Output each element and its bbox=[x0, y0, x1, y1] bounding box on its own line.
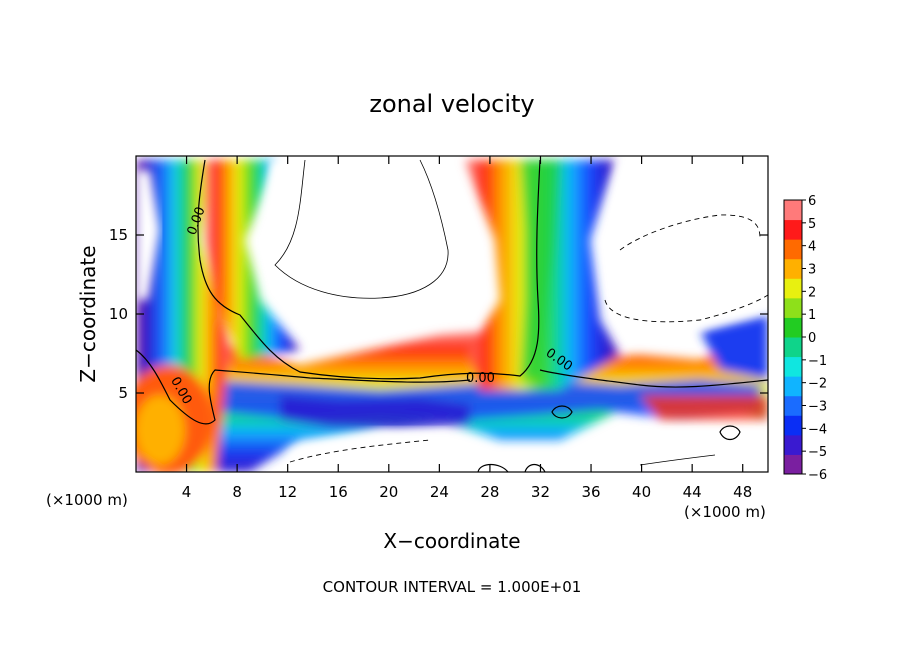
contour-interval-note: CONTOUR INTERVAL = 1.000E+01 bbox=[323, 578, 582, 596]
colorbar-swatch bbox=[784, 415, 802, 436]
x-tick-label: 16 bbox=[329, 483, 348, 501]
x-tick-label: 4 bbox=[182, 483, 192, 501]
colorbar-swatch bbox=[784, 278, 802, 299]
colorbar-label: 0 bbox=[808, 331, 816, 346]
colorbar-swatch bbox=[784, 297, 802, 318]
colorbar-swatch bbox=[784, 317, 802, 338]
x-tick-label: 48 bbox=[733, 483, 752, 501]
y-axis-label: Z−coordinate bbox=[76, 245, 100, 382]
x-tick-label: 44 bbox=[683, 483, 702, 501]
colorbar-label: −6 bbox=[808, 468, 827, 483]
colorbar-swatch bbox=[784, 258, 802, 279]
colorbar-label: 3 bbox=[808, 263, 816, 278]
x-tick-label: 32 bbox=[531, 483, 550, 501]
colorbar-label: 2 bbox=[808, 285, 816, 300]
colorbar-swatch bbox=[784, 337, 802, 358]
x-tick-label: 8 bbox=[232, 483, 242, 501]
x-unit-right: (×1000 m) bbox=[684, 503, 766, 521]
colorbar-label: 4 bbox=[808, 240, 816, 255]
colorbar-label: −2 bbox=[808, 377, 827, 392]
colorbar-label: −3 bbox=[808, 400, 827, 415]
colorbar-label: −4 bbox=[808, 422, 827, 437]
x-axis: 4 8 12 16 20 24 28 32 36 40 44 48 bbox=[182, 156, 752, 501]
x-tick-label: 40 bbox=[632, 483, 651, 501]
colorbar-label: 5 bbox=[808, 217, 816, 232]
x-unit-left: (×1000 m) bbox=[46, 491, 128, 509]
x-tick-label: 20 bbox=[379, 483, 398, 501]
colorbar: 6 5 4 3 2 1 0 −1 −2 −3 −4 −5 −6 bbox=[783, 194, 827, 483]
x-tick-label: 24 bbox=[430, 483, 449, 501]
colorbar-swatch bbox=[784, 200, 802, 221]
colorbar-swatch bbox=[784, 356, 802, 377]
colorbar-label: 6 bbox=[808, 194, 816, 209]
x-axis-label: X−coordinate bbox=[383, 529, 520, 553]
colorbar-label: −5 bbox=[808, 445, 827, 460]
y-tick-label: 10 bbox=[109, 305, 128, 323]
colorbar-label: 1 bbox=[808, 308, 816, 323]
chart-title: zonal velocity bbox=[369, 90, 534, 118]
colorbar-swatch bbox=[784, 239, 802, 260]
colorbar-swatch bbox=[784, 454, 802, 475]
x-tick-label: 36 bbox=[581, 483, 600, 501]
colorbar-label: −1 bbox=[808, 354, 827, 369]
colorbar-swatch bbox=[784, 376, 802, 397]
colorbar-swatch bbox=[784, 434, 802, 455]
y-tick-label: 15 bbox=[109, 226, 128, 244]
y-tick-label: 5 bbox=[118, 384, 128, 402]
colorbar-swatch bbox=[784, 219, 802, 240]
velocity-field: 0.00 0.00 0.00 0.00 bbox=[136, 159, 768, 472]
colorbar-swatch bbox=[784, 395, 802, 416]
y-axis: 5 10 15 bbox=[109, 226, 768, 402]
contour-label: 0.00 bbox=[466, 371, 495, 386]
x-tick-label: 28 bbox=[480, 483, 499, 501]
x-tick-label: 12 bbox=[278, 483, 297, 501]
